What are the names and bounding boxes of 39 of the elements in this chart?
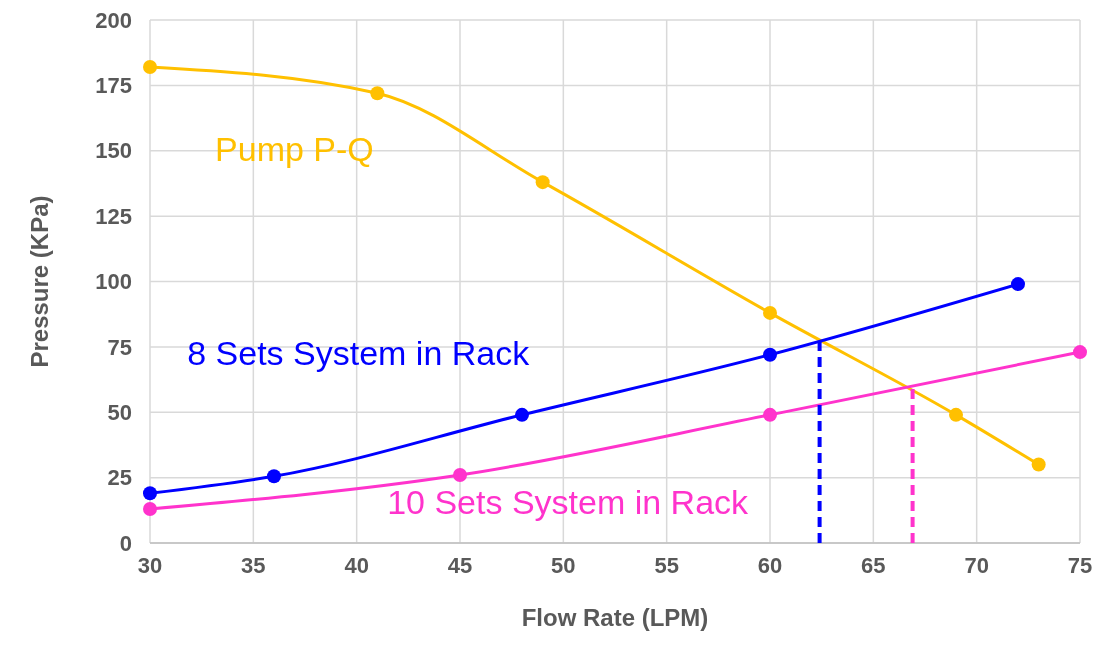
y-tick-label: 25 <box>107 465 132 491</box>
point <box>1031 457 1046 472</box>
point <box>1011 277 1025 292</box>
point <box>143 60 157 75</box>
point <box>763 347 777 362</box>
point <box>949 407 963 422</box>
point <box>453 468 467 483</box>
y-tick-label: 125 <box>95 203 132 229</box>
y-tick-label: 75 <box>107 334 132 360</box>
x-tick-label: 40 <box>344 553 369 578</box>
y-tick-label: 0 <box>119 530 132 556</box>
x-tick-label: 35 <box>241 553 266 578</box>
y-tick-label: 150 <box>95 138 132 164</box>
x-tick-label: 50 <box>551 553 576 578</box>
y-tick-label: 50 <box>107 399 132 425</box>
point <box>763 305 777 320</box>
y-axis-title: Pressure (KPa) <box>26 195 53 368</box>
point <box>143 486 157 501</box>
point <box>535 175 550 190</box>
point <box>1073 345 1087 360</box>
series-label: 8 Sets System in Rack <box>187 334 531 373</box>
y-tick-label: 200 <box>95 7 132 33</box>
point <box>143 502 157 517</box>
y-tick-label: 175 <box>95 73 132 99</box>
y-tick-label: 100 <box>95 269 132 295</box>
x-tick-label: 75 <box>1067 553 1093 578</box>
x-tick-label: 55 <box>654 553 679 578</box>
point <box>370 86 385 101</box>
x-tick-label: 70 <box>964 553 989 578</box>
point <box>515 407 529 422</box>
point <box>267 469 281 484</box>
x-axis-title: Flow Rate (LPM) <box>521 604 709 631</box>
point <box>763 407 777 422</box>
x-tick-label: 60 <box>757 553 783 578</box>
x-tick-label: 45 <box>447 553 473 578</box>
x-tick-label: 30 <box>137 553 163 578</box>
series-label: Pump P-Q <box>215 130 374 169</box>
series-label: 10 Sets System in Rack <box>387 483 750 522</box>
x-tick-label: 65 <box>861 553 886 578</box>
